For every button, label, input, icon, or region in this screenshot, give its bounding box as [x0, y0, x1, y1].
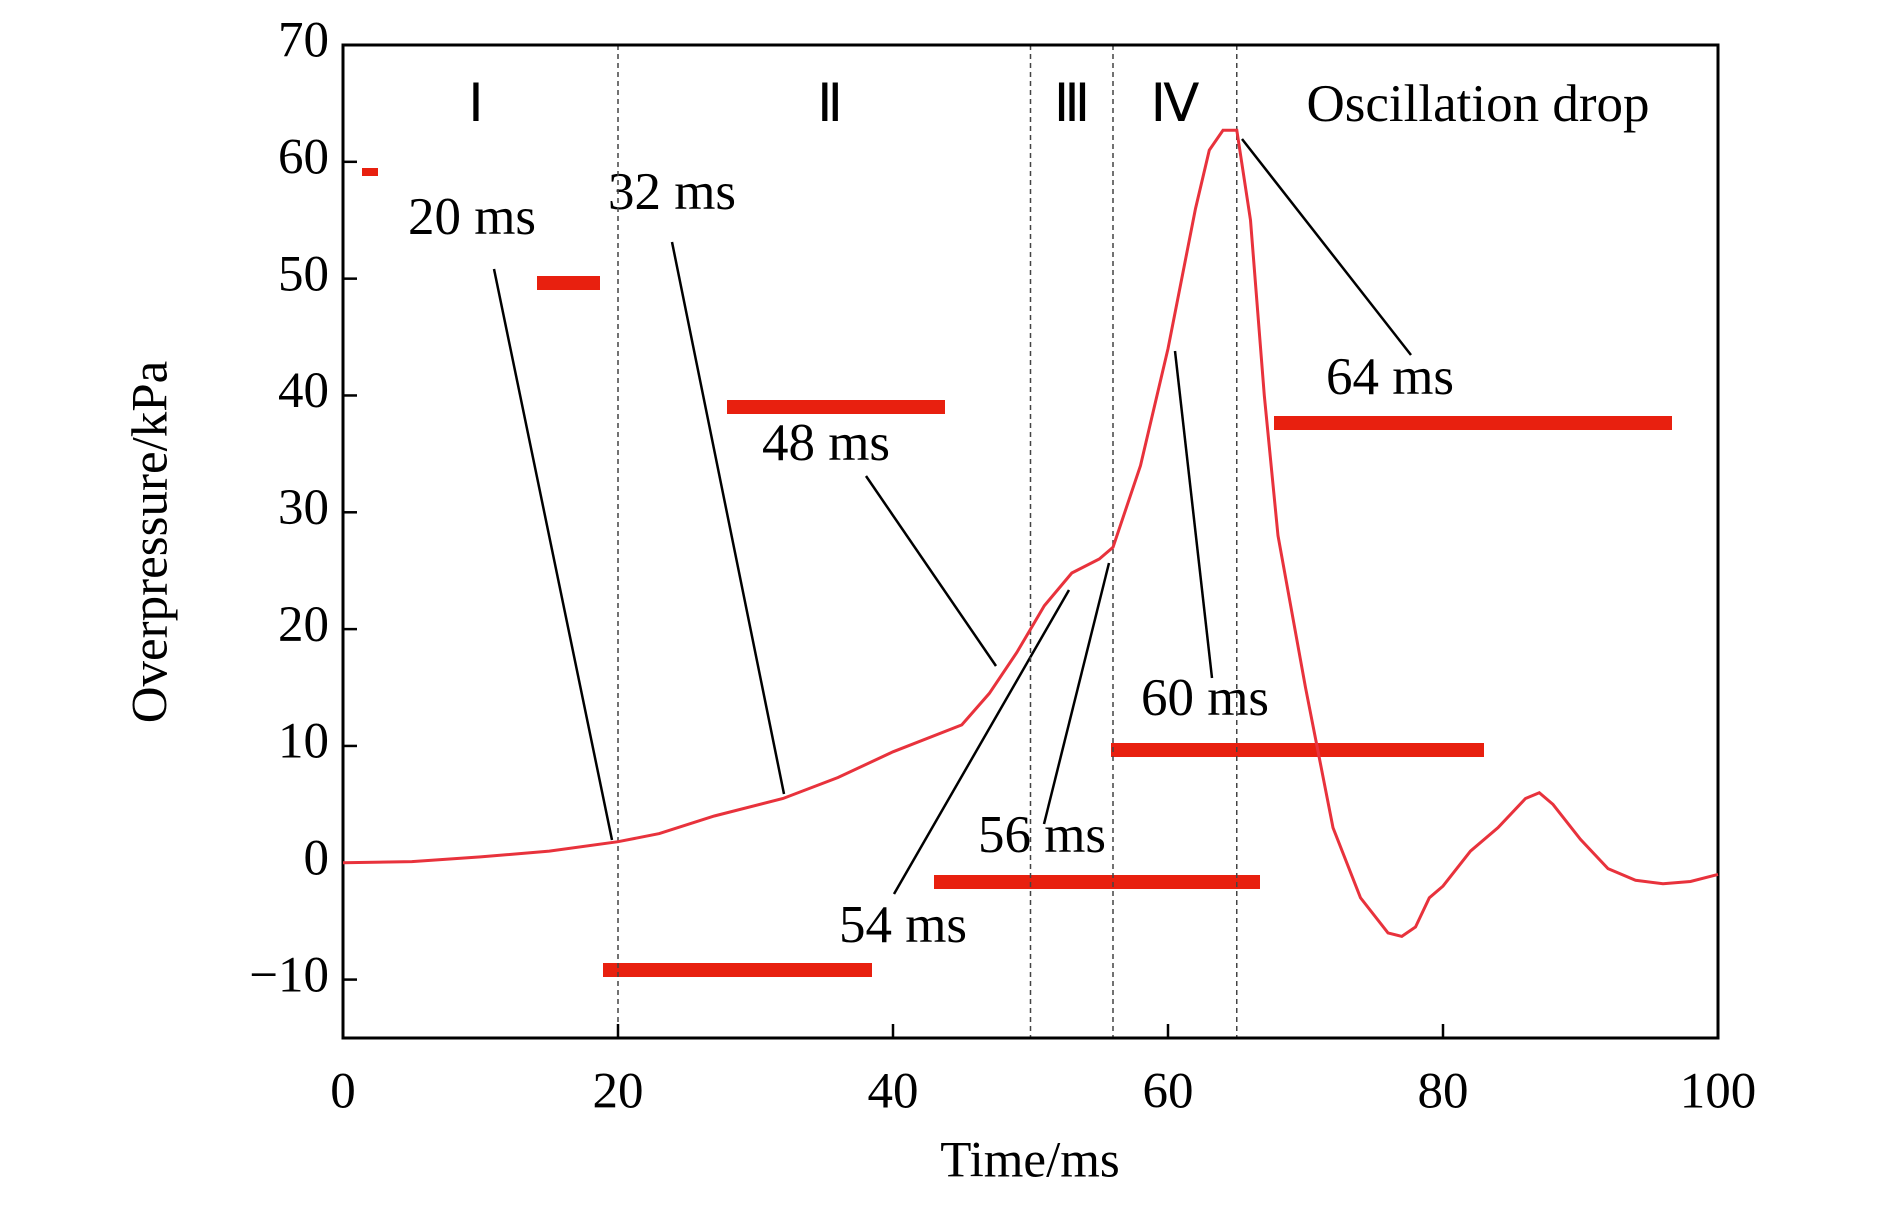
annotation: 48 ms — [762, 414, 890, 472]
phase-label: Ⅱ — [817, 75, 843, 133]
y-tick-label: 50 — [278, 246, 329, 302]
x-tick-label: 20 — [593, 1064, 644, 1120]
annotation: 60 ms — [1141, 669, 1269, 727]
annotation: 56 ms — [978, 806, 1106, 864]
leader-line — [670, 241, 786, 795]
plot-frame — [341, 43, 1720, 1040]
x-tick-label: 80 — [1418, 1064, 1469, 1120]
annotation: 32 ms — [608, 163, 736, 221]
flame — [1111, 743, 1484, 757]
leader-line — [1241, 138, 1412, 356]
flame-images — [362, 168, 1672, 977]
flame — [934, 875, 1260, 889]
phase-label: Ⅳ — [1151, 75, 1200, 133]
phase-label: Ⅰ — [468, 75, 484, 133]
flame — [727, 400, 945, 414]
leader-line — [1173, 350, 1214, 679]
leader-line — [492, 268, 614, 841]
flame — [362, 168, 378, 176]
x-tick-label: 60 — [1143, 1064, 1194, 1120]
y-tick-label: 60 — [278, 130, 329, 186]
leader-line — [892, 589, 1071, 895]
x-tick-label: 0 — [330, 1064, 356, 1120]
y-axis-label: Overpressure/kPa — [123, 361, 179, 724]
leader-lines — [492, 138, 1412, 895]
series-line — [342, 128, 1719, 939]
annotation: 64 ms — [1326, 348, 1454, 406]
phase-label: Ⅲ — [1054, 75, 1091, 133]
phase-label: Oscillation drop — [1307, 75, 1650, 133]
y-tick-label: 40 — [278, 363, 329, 419]
x-tick-label: 100 — [1680, 1064, 1757, 1120]
x-axis-label: Time/ms — [940, 1133, 1120, 1189]
x-tick-label: 40 — [868, 1064, 919, 1120]
y-tick-label: 10 — [278, 714, 329, 770]
y-tick-label: 20 — [278, 597, 329, 653]
flame — [1274, 416, 1672, 430]
leader-line — [864, 475, 998, 667]
flame — [603, 963, 872, 977]
y-tick-label: −10 — [249, 947, 329, 1003]
y-tick-label: 30 — [278, 480, 329, 536]
leader-line — [1042, 562, 1111, 825]
annotation: 54 ms — [839, 896, 967, 954]
flame — [537, 276, 600, 290]
y-tick-label: 70 — [278, 13, 329, 69]
y-tick-label: 0 — [304, 830, 330, 886]
annotation: 20 ms — [408, 188, 536, 246]
